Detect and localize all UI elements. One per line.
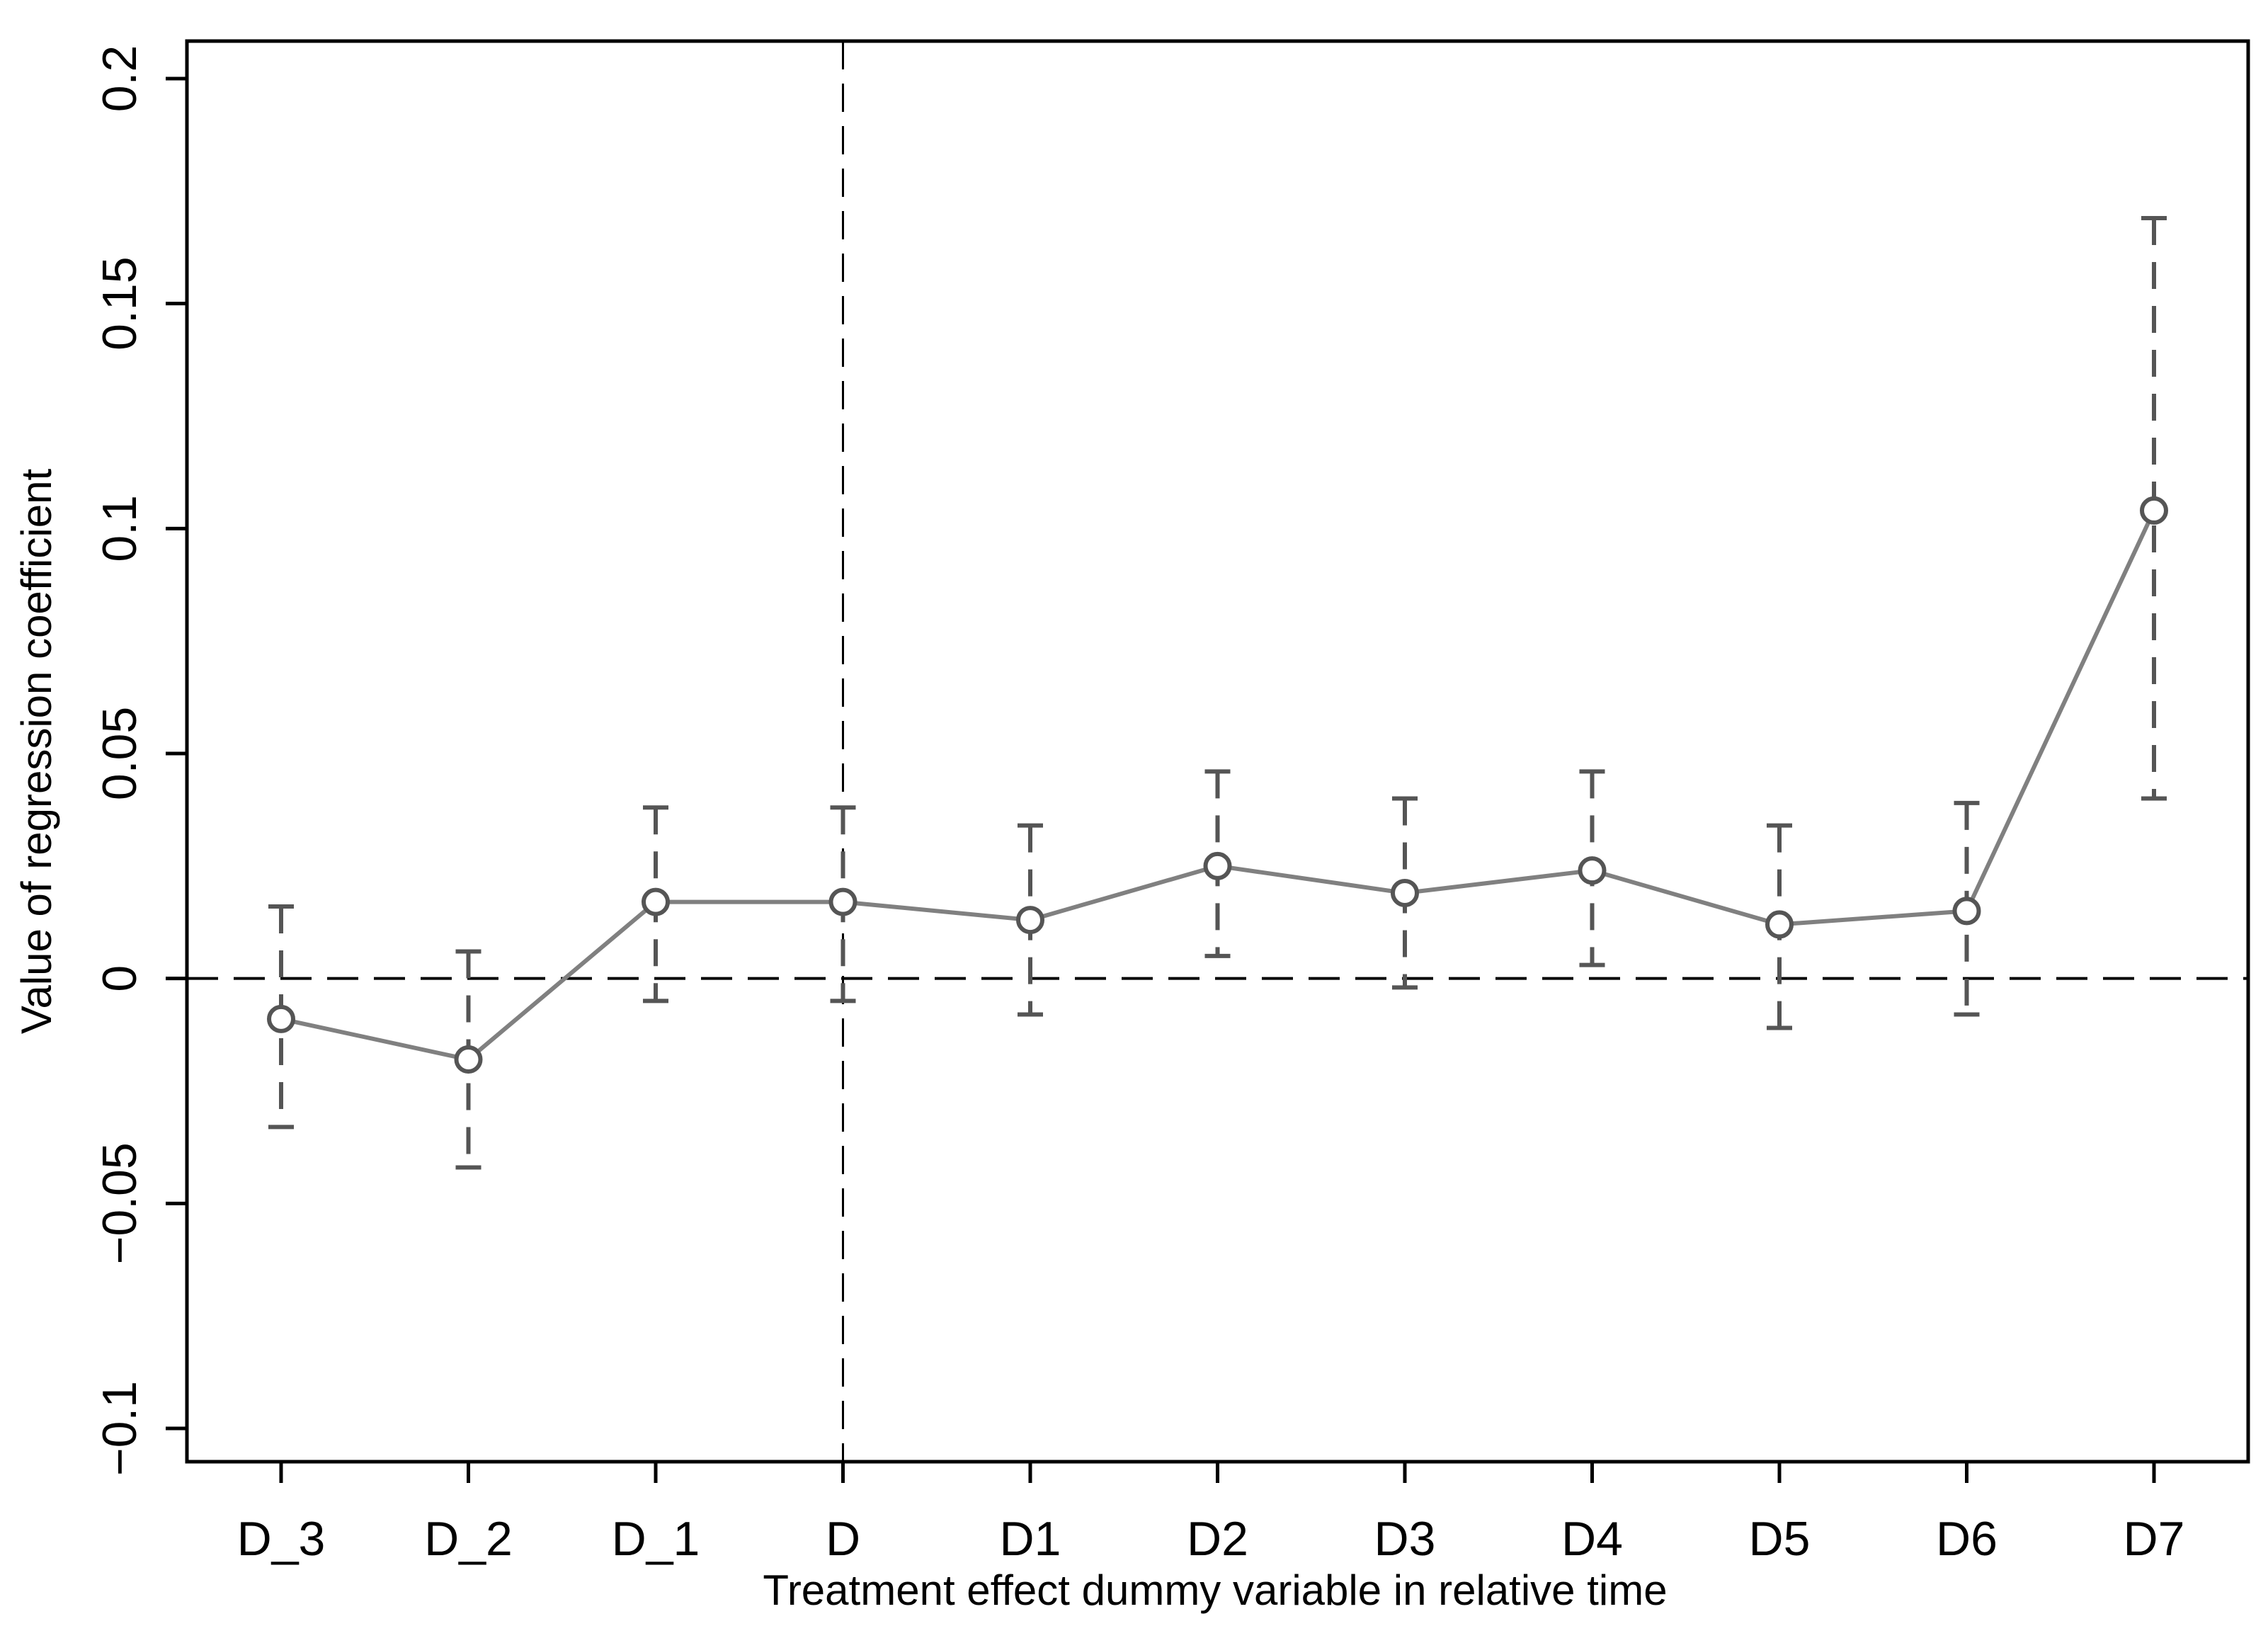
data-point-D_2	[454, 1045, 483, 1074]
x-tick-label: D7	[2124, 1512, 2185, 1566]
y-axis-title: Value of regression coefficient	[13, 469, 60, 1035]
x-axis-title: Treatment effect dummy variable in relat…	[763, 1567, 1667, 1614]
y-axis: −0.1 −0.05 0 0.05 0.1 0.15 0.2	[93, 45, 187, 1476]
data-point-D2	[1203, 851, 1232, 880]
x-tick-label: D1	[1000, 1512, 1061, 1566]
y-tick-label: 0	[93, 965, 147, 992]
data-point-D_1	[642, 887, 670, 916]
data-points	[267, 496, 2168, 1074]
y-tick-label: −0.1	[93, 1381, 147, 1476]
data-point-D6	[1952, 897, 1981, 926]
plot-frame	[185, 39, 2250, 1464]
x-tick-label: D_3	[237, 1512, 326, 1566]
data-point-D4	[1578, 856, 1607, 885]
data-point-D1	[1016, 906, 1044, 935]
y-tick-label: 0.05	[93, 707, 147, 800]
x-tick-label: D_2	[424, 1512, 513, 1566]
x-tick-label: D5	[1749, 1512, 1811, 1566]
x-tick-label: D_1	[612, 1512, 700, 1566]
x-tick-label: D6	[1936, 1512, 1998, 1566]
x-tick-label: D2	[1187, 1512, 1248, 1566]
y-tick-label: 0.15	[93, 256, 147, 350]
data-point-D3	[1391, 878, 1419, 907]
data-point-D	[828, 887, 857, 916]
data-point-D7	[2140, 496, 2168, 525]
y-tick-label: 0.1	[93, 495, 147, 562]
error-bars	[268, 215, 2167, 1170]
y-tick-label: 0.2	[93, 45, 147, 113]
x-tick-label: D3	[1374, 1512, 1436, 1566]
reference-lines	[187, 41, 2248, 1462]
y-tick-label: −0.05	[93, 1142, 147, 1264]
x-tick-label: D4	[1561, 1512, 1623, 1566]
x-axis: D_3 D_2 D_1 D D1 D2 D3 D4 D5 D6 D7	[237, 1462, 2185, 1566]
x-tick-label: D	[826, 1512, 860, 1566]
data-point-D5	[1765, 910, 1794, 939]
data-point-D_3	[267, 1004, 295, 1033]
